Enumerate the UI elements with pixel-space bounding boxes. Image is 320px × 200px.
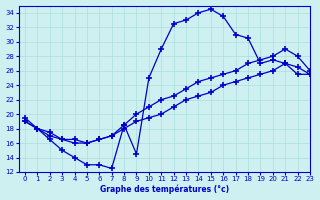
X-axis label: Graphe des températures (°c): Graphe des températures (°c) (100, 185, 229, 194)
